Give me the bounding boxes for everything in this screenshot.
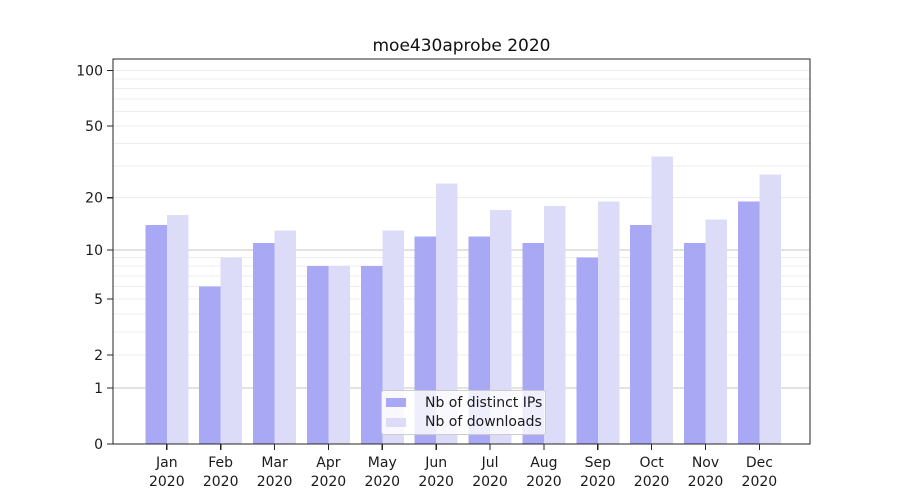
bar bbox=[199, 286, 221, 444]
bar bbox=[576, 257, 598, 444]
bar bbox=[684, 242, 706, 444]
legend-row-downloads: Nb of downloads bbox=[386, 413, 542, 432]
bar bbox=[253, 242, 275, 444]
legend-label-distinct-ips: Nb of distinct IPs bbox=[425, 394, 543, 411]
x-axis: Jan 2020 Feb 2020 Mar 2020 Apr 2020 May 2020 Jun 20… bbox=[149, 444, 777, 490]
y-tick-label: 1 bbox=[94, 381, 103, 397]
y-axis: 0 1 2 5 10 20 50 100 bbox=[76, 64, 113, 453]
bar bbox=[166, 214, 189, 444]
bar bbox=[759, 174, 781, 444]
bar bbox=[490, 210, 512, 444]
x-tick-label: Apr 2020 bbox=[311, 455, 347, 490]
x-tick-label: Nov 2020 bbox=[688, 455, 724, 490]
x-tick-label: Dec 2020 bbox=[742, 455, 778, 490]
x-tick-label: Jun 2020 bbox=[418, 455, 454, 490]
legend-swatch-downloads bbox=[386, 417, 406, 427]
x-tick-label: Aug 2020 bbox=[526, 455, 562, 490]
bar bbox=[630, 224, 652, 444]
bar bbox=[436, 183, 458, 444]
bar bbox=[274, 230, 297, 444]
x-tick-label: Jan 2020 bbox=[149, 455, 185, 490]
bar bbox=[306, 266, 329, 444]
x-tick-label: Mar 2020 bbox=[257, 455, 293, 490]
x-tick-label: Feb 2020 bbox=[203, 455, 239, 490]
bar bbox=[651, 156, 674, 444]
y-tick-label: 100 bbox=[76, 64, 103, 80]
y-tick-label: 50 bbox=[85, 119, 103, 135]
bar bbox=[328, 266, 350, 444]
bar bbox=[220, 257, 243, 444]
bar bbox=[543, 205, 566, 444]
bar bbox=[737, 201, 760, 444]
y-tick-label: 0 bbox=[94, 437, 103, 453]
y-tick-label: 2 bbox=[94, 348, 103, 364]
x-tick-label: Oct 2020 bbox=[634, 455, 670, 490]
bar bbox=[145, 224, 167, 444]
plot-border bbox=[112, 58, 811, 445]
x-tick-label: May 2020 bbox=[364, 455, 400, 490]
bar bbox=[360, 266, 383, 444]
legend-label-downloads: Nb of downloads bbox=[425, 414, 542, 431]
y-tick-label: 10 bbox=[85, 243, 103, 259]
legend: Nb of distinct IPs Nb of downloads bbox=[381, 390, 546, 435]
bar bbox=[597, 201, 620, 444]
chart-title: moe430aprobe 2020 bbox=[372, 36, 551, 56]
bar bbox=[705, 219, 727, 444]
x-tick-label: Jul 2020 bbox=[472, 455, 508, 490]
x-tick-label: Sep 2020 bbox=[580, 455, 616, 490]
legend-row-distinct-ips: Nb of distinct IPs bbox=[386, 393, 543, 412]
legend-swatch-distinct-ips bbox=[386, 398, 406, 408]
y-tick-label: 5 bbox=[94, 292, 103, 308]
y-tick-label: 20 bbox=[85, 191, 103, 207]
